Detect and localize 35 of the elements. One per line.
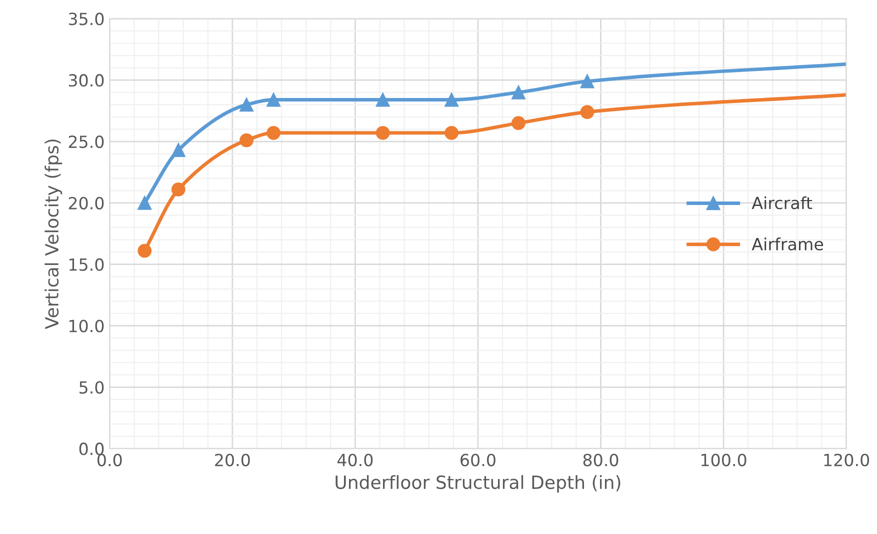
y-tick-label: 5.0 [80,381,104,394]
point [240,133,254,148]
y-tick-label: 25.0 [68,135,104,148]
x-tick-label: 0.0 [97,454,122,466]
point [376,126,390,140]
x-tick-label: 100.0 [702,454,746,466]
point [376,92,390,107]
point [444,126,459,140]
point [580,105,594,119]
point [580,74,594,88]
x-tick-label: 40.0 [337,454,373,466]
point [138,244,152,258]
legend-label: Airframe [752,238,824,250]
point [171,143,186,158]
point [512,85,526,100]
y-axis-title: Vertical Velocity (fps) [44,140,62,330]
y-tick-label: 30.0 [68,74,104,87]
point [171,182,186,196]
y-tick-label: 35.0 [68,12,104,26]
x-tick-label: 20.0 [215,454,250,466]
point [138,196,152,210]
x-tick-label: 60.0 [460,454,496,466]
y-tick-label: 0.0 [79,442,104,456]
x-tick-label: 80.0 [583,454,618,466]
y-tick-label: 15.0 [69,258,104,271]
y-tick-label: 10.0 [69,320,104,332]
x-axis-title: Underfloor Structural Depth (in) [336,475,620,493]
point [512,116,526,130]
y-tick-label: 20.0 [68,196,104,210]
point [266,92,280,107]
x-tick-label: 120.0 [824,454,870,466]
point [266,126,280,140]
point [444,92,459,107]
legend-label: Aircraft [752,196,812,210]
point [240,98,254,112]
